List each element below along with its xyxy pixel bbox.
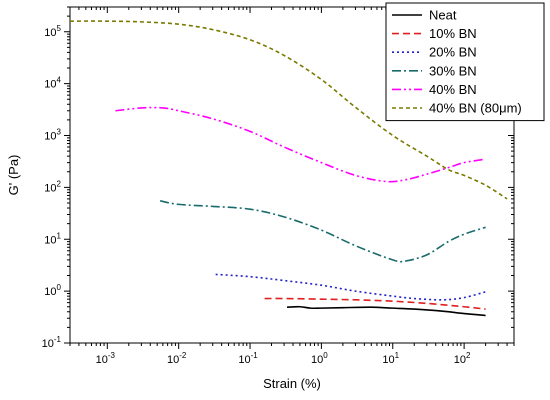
y-tick-label: 100 xyxy=(44,283,61,298)
legend-label-2: 20% BN xyxy=(429,45,477,60)
x-tick-label: 10-1 xyxy=(238,351,258,366)
series-line-4 xyxy=(115,106,486,183)
legend: Neat 10% BN 20% BN 30% BN 40% BN 40% BN (80μm… xyxy=(385,2,545,122)
x-tick-label: 10-3 xyxy=(96,351,116,366)
y-tick-label: 105 xyxy=(44,24,61,39)
y-tick-label: 101 xyxy=(44,231,61,246)
series-line-1 xyxy=(264,297,486,310)
y-tick-label: 103 xyxy=(44,128,61,143)
y-tick-label: 10-1 xyxy=(42,335,62,350)
legend-label-3: 30% BN xyxy=(429,63,477,78)
x-tick-label: 101 xyxy=(382,351,399,366)
x-tick-label: 10-2 xyxy=(167,351,187,366)
series-line-0 xyxy=(287,305,486,317)
series-layer xyxy=(70,20,508,317)
x-tick-label: 102 xyxy=(454,351,471,366)
series-line-2 xyxy=(215,273,486,301)
series-line-3 xyxy=(159,200,486,263)
y-tick-label: 104 xyxy=(44,76,61,91)
legend-box xyxy=(385,2,545,122)
y-tick-label: 102 xyxy=(44,179,61,194)
x-axis-title: Strain (%) xyxy=(263,376,321,391)
x-tick-label: 100 xyxy=(311,351,328,366)
legend-label-1: 10% BN xyxy=(429,26,477,41)
tick-layer: 10-3 10-2 10-1 100 101 102 10-1 100 101 102 103 104… xyxy=(42,6,515,366)
legend-label-0: Neat xyxy=(429,8,457,23)
legend-label-5: 40% BN (80μm) xyxy=(429,101,522,116)
y-axis-title: G' (Pa) xyxy=(6,155,21,196)
legend-label-4: 40% BN xyxy=(429,82,477,97)
plot-frame xyxy=(69,6,515,344)
